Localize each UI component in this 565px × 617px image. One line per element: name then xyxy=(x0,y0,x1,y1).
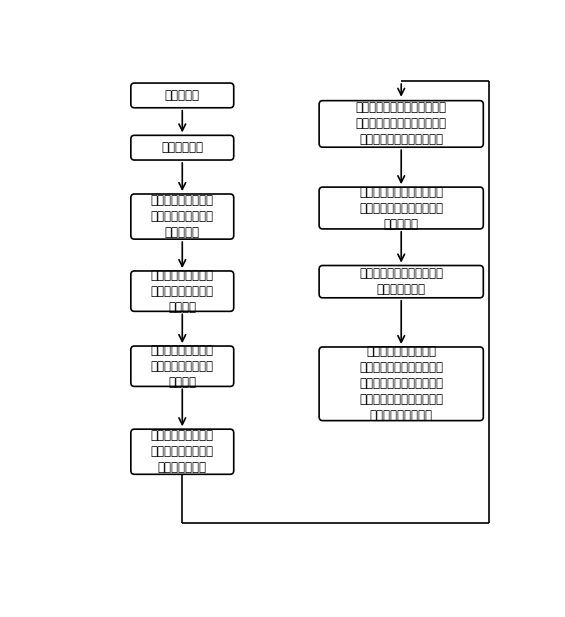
FancyBboxPatch shape xyxy=(131,271,234,312)
Text: 获取视网膜生理参数：
视盘、视杯区域；视盘视杯
长短半径比；视杯体积；视
乳头开口位置，筛板上界位
置及筛板平均深度。: 获取视网膜生理参数： 视盘、视杯区域；视盘视杯 长短半径比；视杯体积；视 乳头开… xyxy=(359,346,443,422)
FancyBboxPatch shape xyxy=(131,429,234,474)
FancyBboxPatch shape xyxy=(319,101,483,147)
Text: 基于动态参数及区域
约束的图搜索第十一
层的分层: 基于动态参数及区域 约束的图搜索第十一 层的分层 xyxy=(151,344,214,389)
Text: 图搜索计算视杯区域第一层
以下的筛板上界: 图搜索计算视杯区域第一层 以下的筛板上界 xyxy=(359,267,443,296)
Text: 视网膜图像: 视网膜图像 xyxy=(165,89,200,102)
Text: 最大津阈值法分割视
网膜第一层，生成动
态约束参数: 最大津阈值法分割视 网膜第一层，生成动 态约束参数 xyxy=(151,194,214,239)
FancyBboxPatch shape xyxy=(319,347,483,421)
Text: 计算第七、十一层之间的光密
度图，极坐标展开图搜索获得
视盘边界，结果返回到原图: 计算第七、十一层之间的光密 度图，极坐标展开图搜索获得 视盘边界，结果返回到原图 xyxy=(356,101,447,146)
FancyBboxPatch shape xyxy=(319,187,483,229)
FancyBboxPatch shape xyxy=(131,135,234,160)
FancyBboxPatch shape xyxy=(131,83,234,108)
Text: 去噪预预处理: 去噪预预处理 xyxy=(161,141,203,154)
FancyBboxPatch shape xyxy=(131,194,234,239)
Text: 基于动态参数及区域
约束的图搜索第一层
分层优化: 基于动态参数及区域 约束的图搜索第一层 分层优化 xyxy=(151,268,214,313)
FancyBboxPatch shape xyxy=(131,346,234,386)
FancyBboxPatch shape xyxy=(319,265,483,298)
Text: 根据第十一层分层和视盘边
界判定视乳头开口位置及视
杯区域位置: 根据第十一层分层和视盘边 界判定视乳头开口位置及视 杯区域位置 xyxy=(359,186,443,231)
Text: 基于动态参数及区域
约束的双层图搜索第
七、九层的分层: 基于动态参数及区域 约束的双层图搜索第 七、九层的分层 xyxy=(151,429,214,474)
